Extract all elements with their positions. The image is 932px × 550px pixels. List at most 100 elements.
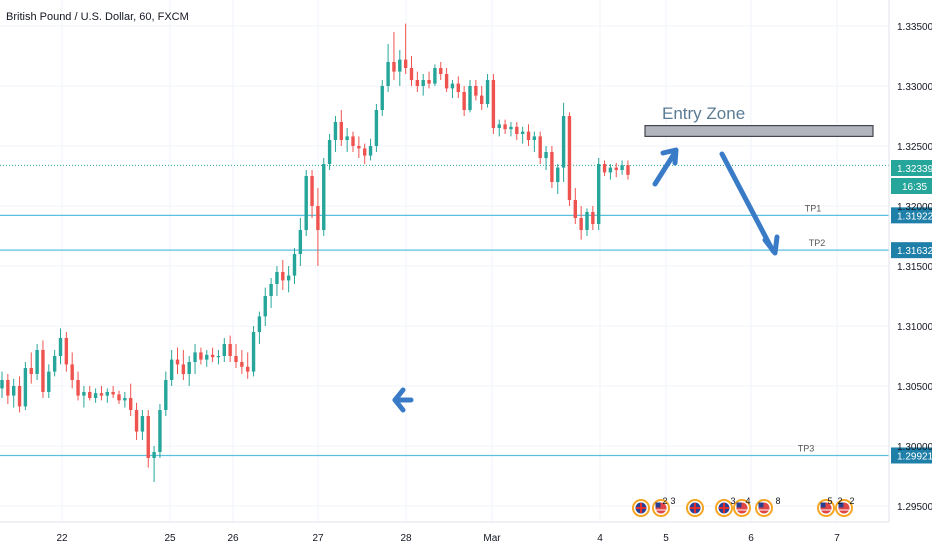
candle: [76, 371, 80, 401]
candle-body: [550, 152, 554, 182]
candle: [474, 80, 478, 101]
candle: [339, 110, 343, 146]
candle: [193, 344, 197, 374]
candle: [591, 206, 595, 230]
candle-body: [398, 59, 402, 72]
candle-body: [497, 124, 501, 128]
candle: [152, 446, 156, 482]
candle-body: [82, 392, 86, 396]
candle-body: [333, 122, 338, 140]
arrow-down-icon[interactable]: [719, 151, 780, 256]
candle: [228, 335, 232, 362]
candle: [70, 352, 74, 389]
candle: [6, 374, 10, 404]
candle: [602, 160, 607, 176]
candle-body: [433, 68, 437, 84]
candle: [550, 146, 554, 188]
candle-body: [538, 136, 542, 158]
candle: [17, 376, 22, 413]
candle-body: [351, 136, 355, 146]
us-flag-icon[interactable]: [755, 499, 773, 517]
candle: [573, 188, 577, 224]
candle: [292, 248, 297, 284]
us-flag-icon[interactable]: [835, 499, 853, 517]
chart-title: British Pound / U.S. Dollar, 60, FXCM: [6, 11, 189, 23]
candle: [41, 340, 45, 398]
candle: [556, 164, 560, 194]
us-flag-icon[interactable]: [817, 499, 835, 517]
candle: [251, 326, 256, 377]
candle-body: [93, 393, 98, 398]
candle: [111, 386, 115, 398]
candle-body: [327, 140, 332, 164]
candle-body: [123, 398, 127, 401]
candle: [263, 287, 267, 326]
us-flag-icon[interactable]: [733, 499, 751, 517]
candle: [345, 128, 349, 152]
candle: [286, 266, 291, 293]
candle: [480, 86, 484, 110]
price-tick-label: 1.30000: [897, 442, 932, 453]
candle-body: [164, 380, 168, 410]
candle: [175, 347, 180, 374]
candle-body: [17, 386, 22, 407]
candle-body: [58, 338, 63, 356]
candle: [380, 80, 384, 116]
candle: [169, 350, 174, 386]
candle-body: [158, 410, 162, 452]
candle-body: [608, 167, 613, 173]
candle: [579, 206, 583, 240]
candle-body: [602, 164, 607, 173]
candle-body: [12, 386, 16, 396]
candle: [374, 104, 379, 152]
arrow-up-icon[interactable]: [652, 147, 679, 187]
candle: [129, 383, 133, 416]
level-price-tag: [891, 447, 932, 464]
price-tick-label: 1.31000: [897, 322, 932, 333]
candle: [409, 56, 414, 86]
price-axis[interactable]: 1.33500 1.33000 1.32500 1.32000 1.31500 1.310…: [897, 22, 932, 513]
uk-flag-icon[interactable]: [686, 499, 704, 517]
candle-body: [614, 167, 618, 170]
candle-body: [620, 165, 624, 170]
candle-body: [561, 116, 566, 168]
time-tick-label: Mar: [483, 533, 501, 544]
candle-body: [105, 392, 109, 396]
candle-body: [251, 332, 256, 372]
time-axis[interactable]: 22 25 26 27 28 Mar 4 5 6 7: [56, 533, 840, 544]
candle: [164, 371, 168, 416]
candle-body: [234, 356, 238, 362]
candle: [421, 74, 425, 96]
arrow-left-icon[interactable]: [392, 387, 414, 413]
candle-body: [409, 68, 414, 80]
candle-body: [41, 350, 45, 392]
candle-body: [52, 356, 57, 372]
uk-flag-icon[interactable]: [632, 499, 650, 517]
uk-flag-icon[interactable]: [715, 499, 733, 517]
candle-body: [509, 126, 513, 130]
candle: [117, 390, 121, 404]
candle-body: [380, 86, 384, 110]
event-count-label: 2: [849, 496, 854, 506]
candle-body: [304, 176, 308, 230]
candle: [134, 402, 139, 440]
candle-body: [222, 344, 226, 356]
candle-body: [363, 148, 367, 156]
candle: [468, 80, 472, 113]
candle: [123, 392, 127, 408]
us-flag-icon[interactable]: [652, 499, 670, 517]
entry-zone-box[interactable]: [644, 124, 874, 137]
candle-body: [240, 362, 244, 367]
candle-body: [403, 59, 408, 68]
candle: [29, 352, 33, 384]
event-count-label: 3: [670, 496, 675, 506]
candle-body: [134, 410, 139, 432]
candle-body: [439, 68, 443, 74]
candle: [544, 146, 548, 170]
candle-body: [286, 275, 291, 281]
candle: [585, 208, 589, 236]
level-name-tp3: TP3: [798, 443, 815, 453]
candle: [158, 404, 162, 458]
